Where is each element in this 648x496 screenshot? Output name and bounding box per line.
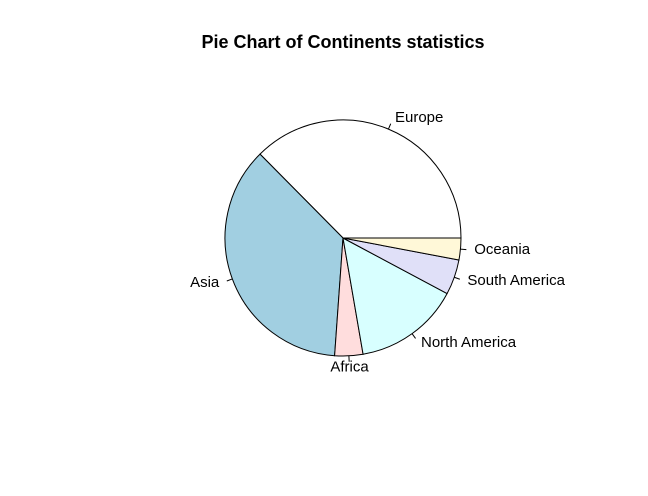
tick-asia — [226, 278, 233, 282]
pie-slices — [224, 119, 462, 357]
label-south-america: South America — [467, 272, 565, 289]
tick-europe — [387, 123, 392, 130]
label-north-america: North America — [421, 334, 517, 351]
label-europe: Europe — [395, 109, 443, 126]
chart-title: Pie Chart of Continents statistics — [201, 32, 484, 52]
slice-europe — [259, 119, 462, 239]
label-africa: Africa — [330, 359, 369, 376]
label-oceania: Oceania — [474, 241, 531, 258]
tick-oceania — [460, 248, 467, 251]
tick-south-america — [454, 276, 461, 280]
label-asia: Asia — [190, 274, 220, 291]
pie-labels: Europe Asia Africa North America South Ameri… — [190, 109, 566, 375]
tick-north-america — [411, 333, 416, 339]
